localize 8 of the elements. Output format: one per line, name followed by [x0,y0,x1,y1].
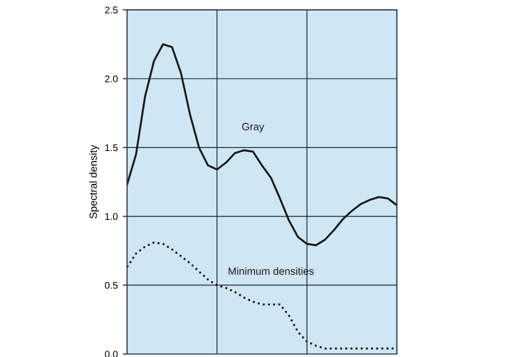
y-tick-label: 1.0 [105,213,118,220]
y-tick-label: 2.0 [104,75,118,82]
y-tick-label: 2.5 [104,6,118,14]
line-series [127,43,397,246]
y-axis-title: Spectral density [89,144,99,219]
series-label: Gray [242,122,264,132]
y-tick-label: 1.5 [105,144,118,152]
y-tick-label: 0.5 [104,282,118,289]
